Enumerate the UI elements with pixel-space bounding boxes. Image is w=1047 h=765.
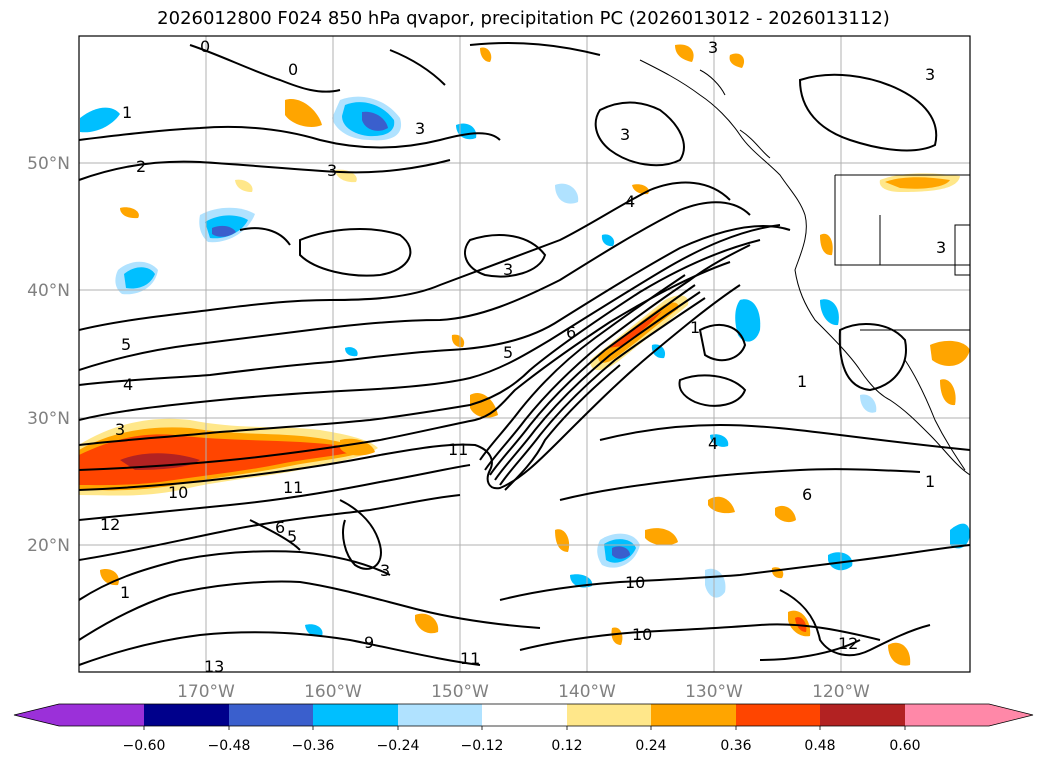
contour-label: 10 — [625, 573, 645, 592]
map-title: 2026012800 F024 850 hPa qvapor, precipit… — [157, 8, 890, 29]
lon-label: 160°W — [304, 682, 362, 702]
coastlines — [639, 59, 970, 476]
lon-label: 150°W — [431, 682, 489, 702]
contour-label: 4 — [708, 434, 718, 453]
lat-label: 40°N — [27, 281, 70, 301]
colorbar-segment — [144, 704, 229, 726]
colorbar-tick: −0.36 — [292, 738, 335, 754]
colorbar-tick: 0.24 — [635, 738, 666, 754]
colorbar-over-arrow — [989, 704, 1033, 726]
contour-label: 1 — [122, 103, 132, 122]
colorbar-segment — [651, 704, 736, 726]
contour-label: 3 — [415, 119, 425, 138]
contour-label: 5 — [503, 343, 513, 362]
contour-label: 9 — [364, 633, 374, 652]
contour-label: 6 — [275, 518, 285, 537]
contour-label: 10 — [632, 625, 652, 644]
colorbar-segment — [820, 704, 905, 726]
contour-label: 3 — [936, 238, 946, 257]
colorbar-tick: −0.48 — [208, 738, 251, 754]
lat-label: 50°N — [27, 154, 70, 174]
colorbar-segment — [567, 704, 651, 726]
contour-label: 3 — [380, 561, 390, 580]
contour-label: 1 — [120, 583, 130, 602]
colorbar-tick: 0.36 — [720, 738, 751, 754]
contour-labels: 0 0 1 2 3 3 3 3 3 3 3 3 4 4 5 5 6 10 11 … — [100, 37, 946, 676]
contour-label: 10 — [168, 483, 188, 502]
contour-label: 6 — [566, 323, 576, 342]
latitude-labels: 50°N 40°N 30°N 20°N — [27, 154, 70, 556]
lat-label: 20°N — [27, 536, 70, 556]
contour-label: 3 — [327, 161, 337, 180]
contour-label: 5 — [287, 527, 297, 546]
contour-label: 3 — [708, 38, 718, 57]
contour-label: 12 — [100, 515, 120, 534]
longitude-labels: 170°W 160°W 150°W 140°W 130°W 120°W — [177, 682, 870, 702]
contour-label: 5 — [121, 335, 131, 354]
contour-label: 2 — [136, 157, 146, 176]
colorbar-tick: −0.60 — [123, 738, 166, 754]
contour-label: 11 — [283, 478, 303, 497]
colorbar-tick: 0.48 — [804, 738, 835, 754]
colorbar-segment — [398, 704, 482, 726]
contour-label: 1 — [690, 318, 700, 337]
contour-label: 1 — [925, 472, 935, 491]
colorbar-under-arrow — [14, 704, 59, 726]
lon-label: 120°W — [812, 682, 870, 702]
contour-label: 11 — [460, 649, 480, 668]
contour-label: 12 — [838, 634, 858, 653]
colorbar-segment — [736, 704, 820, 726]
qvapor-contours — [79, 42, 970, 666]
contour-label: 0 — [288, 60, 298, 79]
contour-label: 3 — [115, 420, 125, 439]
lon-label: 130°W — [685, 682, 743, 702]
colorbar-segment — [229, 704, 313, 726]
colorbar-tick: −0.12 — [461, 738, 504, 754]
contour-label: 11 — [448, 440, 468, 459]
colorbar-tick: 0.60 — [889, 738, 920, 754]
colorbar-tick: −0.24 — [377, 738, 420, 754]
map-panel: 0 0 1 2 3 3 3 3 3 3 3 3 4 4 5 5 6 10 11 … — [79, 36, 970, 676]
contour-label: 4 — [625, 192, 635, 211]
colorbar-segment — [482, 704, 567, 726]
colorbar: −0.60 −0.48 −0.36 −0.24 −0.12 0.12 0.24 … — [13, 703, 1034, 754]
colorbar-segment — [313, 704, 398, 726]
colorbar-tick: 0.12 — [551, 738, 582, 754]
contour-label: 6 — [802, 485, 812, 504]
contour-label: 3 — [620, 125, 630, 144]
lon-label: 140°W — [558, 682, 616, 702]
contour-label: 4 — [123, 375, 133, 394]
lat-label: 30°N — [27, 409, 70, 429]
lon-label: 170°W — [177, 682, 235, 702]
colorbar-segment — [905, 704, 989, 726]
colorbar-segment — [59, 704, 144, 726]
contour-label: 3 — [925, 65, 935, 84]
contour-label: 13 — [204, 657, 224, 676]
contour-label: 1 — [797, 372, 807, 391]
contour-label: 3 — [503, 260, 513, 279]
contour-label: 0 — [200, 37, 210, 56]
map-frame — [78, 35, 971, 673]
